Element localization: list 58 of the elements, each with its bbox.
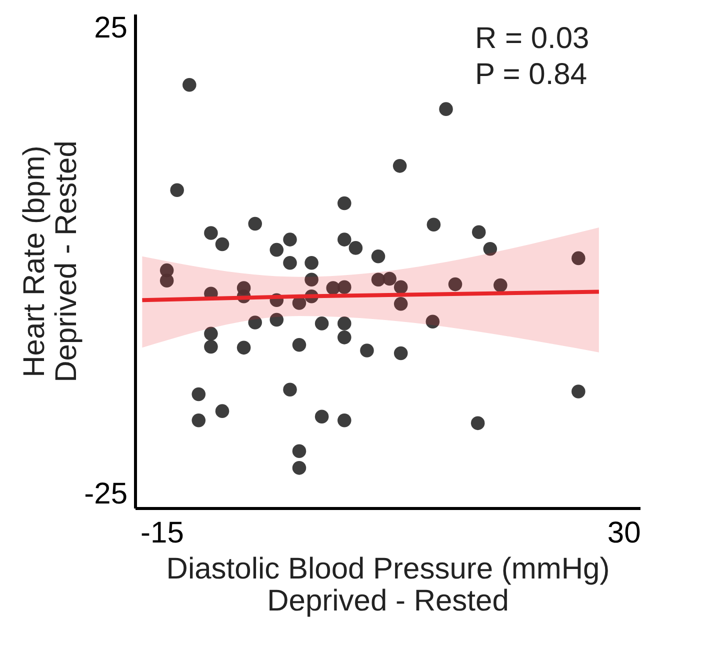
point <box>338 330 352 344</box>
point <box>371 272 386 287</box>
annotation: P = 0.84 <box>475 58 588 91</box>
point <box>248 216 262 231</box>
point <box>304 256 318 270</box>
point <box>572 251 586 266</box>
point <box>338 232 352 246</box>
point <box>283 256 297 270</box>
point <box>160 274 174 288</box>
point <box>192 387 206 402</box>
point <box>248 316 262 330</box>
point <box>394 296 408 311</box>
x-tick-label: 30 <box>607 516 641 550</box>
point <box>292 461 306 475</box>
x-tick-label: -15 <box>140 516 184 550</box>
point <box>204 326 218 341</box>
point <box>215 237 230 252</box>
point <box>348 241 363 255</box>
annotation: R = 0.03 <box>475 22 590 55</box>
point <box>182 78 196 92</box>
point <box>338 196 352 210</box>
point <box>572 384 586 398</box>
point <box>338 316 352 330</box>
point <box>283 382 297 397</box>
point <box>382 272 396 286</box>
point <box>292 338 306 352</box>
point <box>426 314 440 328</box>
point <box>338 414 352 428</box>
point <box>470 416 485 430</box>
y-tick-label: -25 <box>84 478 128 511</box>
point <box>426 218 441 232</box>
point <box>439 102 453 116</box>
point <box>483 242 498 256</box>
y-tick-label: 25 <box>94 11 128 44</box>
point <box>394 280 408 294</box>
y-axis-title: Heart Rate (bpm) Deprived - Rested <box>18 140 84 382</box>
point <box>338 280 352 294</box>
point <box>314 410 329 424</box>
point <box>292 444 306 458</box>
point <box>360 344 374 358</box>
point <box>371 249 386 264</box>
point <box>170 183 184 198</box>
point <box>304 272 318 287</box>
point <box>448 277 462 292</box>
point <box>314 316 329 330</box>
point <box>472 225 486 239</box>
point <box>270 242 284 257</box>
point <box>394 346 408 360</box>
point <box>494 278 508 292</box>
point <box>215 404 230 418</box>
point <box>392 159 407 173</box>
x-axis-title: Diastolic Blood Pressure (mmHg) Deprived - Rested <box>166 552 610 618</box>
point <box>192 414 206 428</box>
point <box>283 232 297 246</box>
point <box>204 226 218 240</box>
point <box>270 312 284 327</box>
point <box>204 340 218 354</box>
point <box>236 340 251 355</box>
